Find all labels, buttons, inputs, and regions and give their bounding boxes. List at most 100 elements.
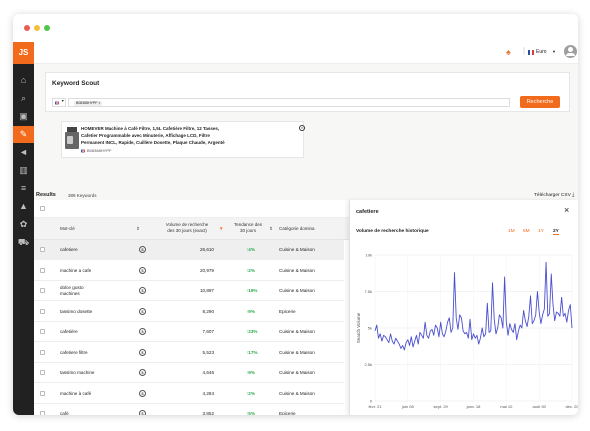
sort-icon[interactable]: ⇕: [136, 226, 140, 231]
keyword-cell[interactable]: cafetiere: [60, 247, 78, 252]
rank-check-icon[interactable]: $: [139, 307, 146, 315]
sidebar-active-indicator: [13, 126, 34, 143]
close-icon[interactable]: ×: [564, 205, 570, 215]
row-checkbox[interactable]: [40, 349, 45, 355]
range-tab-1y[interactable]: 1Y: [538, 229, 544, 234]
house-icon[interactable]: ⌂: [20, 75, 27, 85]
gear-icon[interactable]: ✿: [19, 219, 28, 229]
keyword-cell[interactable]: cafetiere filtre: [60, 349, 88, 355]
row-checkbox[interactable]: [40, 390, 45, 396]
table-row[interactable]: cafetiere $26,610 ↑4% Cuisine & Maison: [34, 240, 344, 260]
row-checkbox[interactable]: [40, 329, 45, 334]
keyword-cell[interactable]: machine à café: [60, 390, 92, 396]
row-checkbox[interactable]: [40, 370, 45, 375]
keyword-cell[interactable]: tassimo machine: [60, 370, 95, 375]
category-cell: Cuisine & Maison: [279, 390, 315, 396]
table-row[interactable]: machine a cafe $20,979 ↑2% Cuisine & Maison: [34, 261, 344, 281]
title-bar: [13, 14, 578, 42]
main-content: Keyword Scout ▼ B08388HYPF × Recherche H…: [34, 64, 578, 415]
keyword-cell[interactable]: cafetière: [60, 329, 78, 334]
chevron-down-icon[interactable]: ▼: [552, 49, 556, 54]
table-row[interactable]: café $3,852 ↑5% Epicerie: [34, 404, 344, 415]
currency-selector[interactable]: Euro: [536, 49, 547, 55]
graduation-cap-icon[interactable]: ▲: [19, 201, 28, 211]
range-tab-1m[interactable]: 1M: [508, 229, 515, 234]
volume-cell: 8,290: [202, 308, 215, 314]
volume-cell: 20,979: [199, 267, 214, 273]
asin-search-input[interactable]: B08388HYPF ×: [68, 98, 510, 107]
rank-check-icon[interactable]: $: [139, 410, 146, 415]
divider: |: [523, 46, 526, 55]
download-csv-link[interactable]: Télécharger CSV ⤓: [534, 193, 575, 198]
row-checkbox[interactable]: [40, 308, 45, 314]
x-tick-label: juin 08: [401, 404, 415, 409]
box-icon[interactable]: ▣: [19, 111, 28, 121]
keyword-cell[interactable]: café: [60, 411, 69, 415]
rank-check-icon[interactable]: $: [139, 348, 146, 356]
category-cell: Cuisine & Maison: [279, 349, 315, 355]
rank-check-icon[interactable]: $: [139, 328, 146, 335]
trend-cell: ↑4%: [246, 247, 255, 252]
trend-cell: ↑19%: [246, 288, 258, 293]
rank-check-icon[interactable]: $: [139, 369, 146, 376]
maximize-dot[interactable]: [44, 25, 50, 31]
table-toolbar: [34, 200, 349, 218]
product-image: [65, 127, 79, 149]
asin-chip[interactable]: B08388HYPF ×: [74, 101, 103, 106]
volume-cell: 7,607: [202, 329, 215, 334]
table-row[interactable]: cafetière $7,607 ↑23% Cuisine & Maison: [34, 322, 344, 342]
cart-icon[interactable]: ⛟: [17, 237, 30, 247]
trend-cell: ↑2%: [246, 267, 255, 273]
minimize-dot[interactable]: [34, 25, 40, 31]
stack-icon[interactable]: ≡: [20, 183, 27, 193]
volume-cell: 4,284: [202, 390, 215, 396]
table-row[interactable]: tassimo dosette $8,290 ↑9% Epicerie: [34, 302, 344, 322]
header-volume[interactable]: Volume de recherche des 30 jours (exact): [165, 222, 209, 233]
category-cell: Cuisine & Maison: [279, 247, 315, 252]
table-row[interactable]: cafetiere filtre $5,523 ↑17% Cuisine & Mais…: [34, 343, 344, 363]
close-icon[interactable]: ×: [299, 125, 305, 131]
table-row[interactable]: tassimo machine $4,646 ↑9% Cuisine & Maison: [34, 363, 344, 383]
close-dot[interactable]: [24, 25, 30, 31]
keyword-cell[interactable]: dolce gusto machines: [60, 285, 84, 296]
trend-cell: ↑2%: [246, 390, 255, 396]
sort-desc-icon[interactable]: ▼: [219, 226, 224, 231]
select-all-checkbox[interactable]: [40, 206, 45, 211]
sort-icon[interactable]: ⇕: [269, 226, 273, 231]
rank-check-icon[interactable]: $: [139, 266, 146, 274]
tools-icon[interactable]: ✎: [19, 129, 28, 139]
row-checkbox[interactable]: [40, 411, 45, 415]
category-cell: Cuisine & Maison: [279, 267, 315, 273]
range-tab-6m[interactable]: 6M: [523, 229, 530, 234]
table-row[interactable]: dolce gusto machines $10,897 ↑19% Cuisine & …: [34, 281, 344, 301]
category-cell: Epicerie: [279, 308, 296, 314]
bell-icon[interactable]: ♠: [506, 47, 511, 57]
avatar[interactable]: [564, 45, 577, 58]
rank-check-icon[interactable]: $: [139, 389, 146, 397]
table-row[interactable]: machine à café $4,284 ↑2% Cuisine & Maison: [34, 384, 344, 404]
keyword-cell[interactable]: machine a cafe: [60, 267, 92, 273]
product-asin: B08388HYPF: [87, 148, 112, 153]
trend-cell: ↑9%: [246, 308, 255, 314]
header-trend[interactable]: Tendance des 30 jours: [233, 222, 263, 233]
search-icon[interactable]: ⌕: [20, 93, 27, 103]
header-keyword[interactable]: Mot-clé: [60, 226, 75, 231]
search-button[interactable]: Recherche: [520, 96, 560, 108]
keyword-cell[interactable]: tassimo dosette: [60, 308, 93, 314]
trend-cell: ↑23%: [246, 329, 258, 334]
rank-check-icon[interactable]: $: [139, 287, 146, 294]
row-checkbox[interactable]: [40, 267, 45, 273]
row-checkbox[interactable]: [40, 247, 45, 252]
series-line: [374, 261, 573, 351]
megaphone-icon[interactable]: ◄: [19, 147, 28, 157]
header-category[interactable]: Catégorie domina: [279, 226, 315, 231]
app-logo[interactable]: JS: [13, 42, 34, 64]
y-tick-label: 0: [370, 399, 373, 404]
row-checkbox[interactable]: [40, 288, 45, 293]
range-tab-2y[interactable]: 2Y: [553, 229, 559, 235]
top-bar: ♠ | Euro ▼: [34, 42, 578, 64]
marketplace-select[interactable]: ▼: [52, 98, 66, 107]
bar-chart-icon[interactable]: ▥: [19, 165, 28, 175]
rank-check-icon[interactable]: $: [139, 246, 146, 253]
x-tick-label: févr. 21: [368, 404, 382, 409]
